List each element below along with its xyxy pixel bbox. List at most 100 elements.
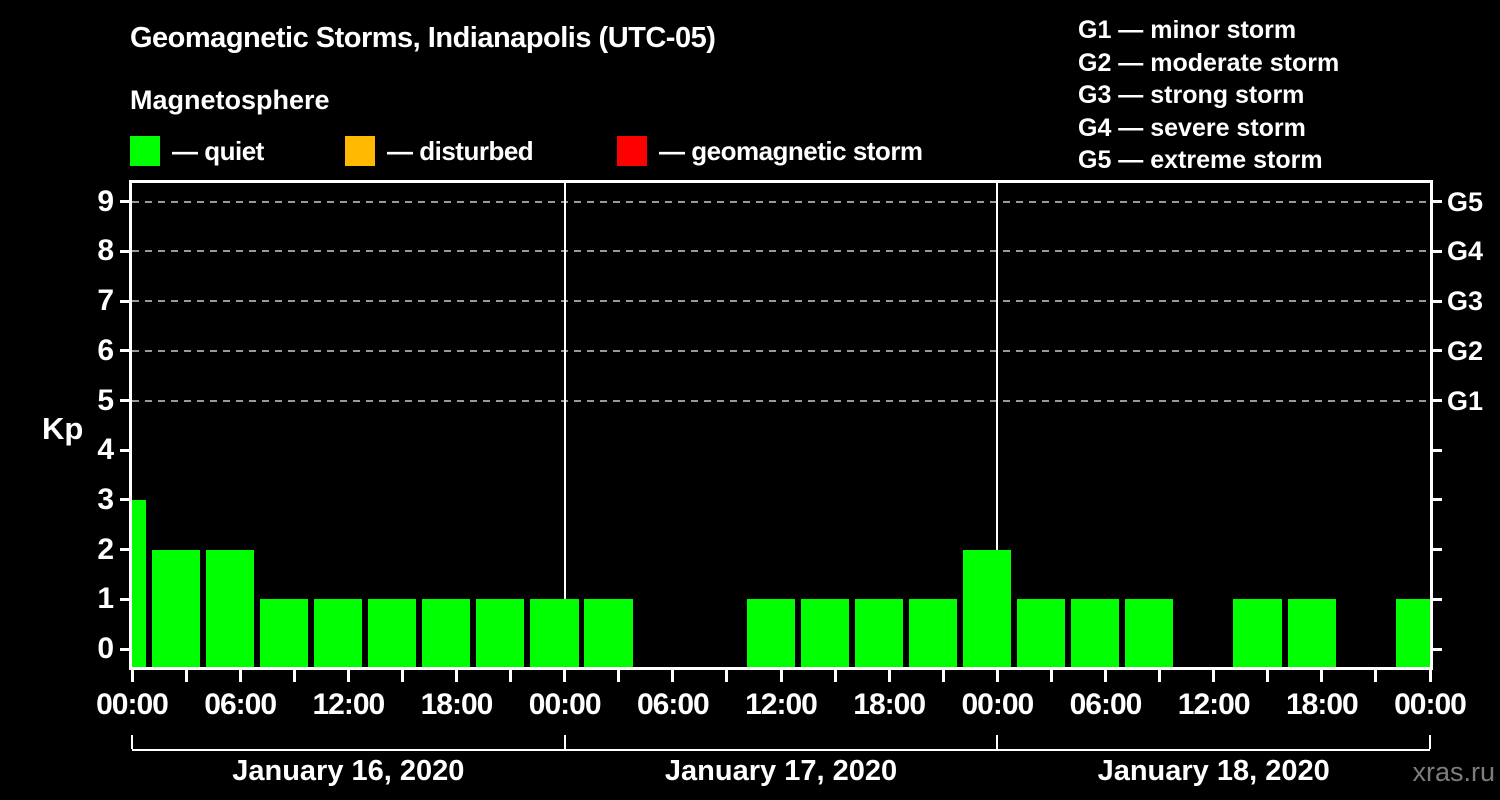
x-tick: [400, 670, 404, 682]
gridline-kp6: [132, 349, 1430, 352]
day-bracket-line: [132, 749, 1430, 751]
kp-bar-h54: [1125, 599, 1174, 667]
x-tick: [617, 670, 621, 682]
x-tick: [671, 670, 675, 682]
day-bracket-tick: [131, 735, 133, 749]
page-title: Geomagnetic Storms, Indianapolis (UTC-05…: [130, 22, 716, 54]
kp-bar-h51: [1071, 599, 1120, 667]
kp-bar-h69: [1395, 599, 1430, 667]
gridline-kp7: [132, 300, 1430, 303]
kp-bar-h6: [259, 599, 309, 667]
plot-area: [129, 180, 1433, 670]
x-tick-label: 06:00: [204, 688, 277, 721]
chart-subtitle: Magnetosphere: [130, 85, 330, 115]
x-tick: [1266, 670, 1270, 682]
x-tick: [292, 670, 296, 682]
y-tick-left: [120, 249, 129, 253]
kp-bar-h42: [908, 599, 958, 667]
y-tick-label: 6: [97, 333, 114, 367]
g-scale-legend-line: G3 — strong storm: [1078, 81, 1305, 109]
x-tick-label: 00:00: [528, 688, 602, 721]
date-label: January 18, 2020: [1097, 755, 1330, 787]
g-level-label-g5: G5: [1447, 186, 1484, 217]
y-tick-right: [1433, 647, 1442, 651]
x-tick: [1428, 670, 1432, 682]
g-scale-legend: G1 — minor storm G2 — moderate storm G3 — …: [1078, 14, 1339, 177]
watermark: xras.ru: [1412, 757, 1495, 787]
x-tick-label: 06:00: [1069, 688, 1143, 721]
kp-bar-h48: [1017, 599, 1066, 667]
day-boundary-line: [996, 183, 999, 667]
kp-bar-h21: [530, 599, 579, 667]
x-tick: [995, 670, 999, 682]
y-tick-label: 0: [97, 632, 114, 665]
kp-bar-h60: [1233, 599, 1282, 667]
kp-bar-h9: [314, 599, 363, 667]
date-label: January 17, 2020: [664, 755, 898, 787]
y-tick-label: 8: [97, 234, 114, 268]
y-tick-label: 7: [97, 284, 114, 318]
x-tick-label: 12:00: [312, 688, 385, 721]
y-tick-label: 2: [97, 532, 114, 566]
y-tick-left: [120, 200, 129, 204]
gridline-kp8: [132, 250, 1430, 253]
x-tick-label: 18:00: [853, 688, 926, 721]
x-tick: [725, 670, 729, 682]
y-axis-title: Kp: [42, 411, 84, 446]
g-level-label-g2: G2: [1447, 335, 1484, 366]
x-tick: [941, 670, 945, 682]
g-level-label-g3: G3: [1447, 286, 1484, 317]
y-tick-right: [1433, 448, 1442, 452]
x-tick: [1320, 670, 1324, 682]
y-tick-left: [120, 299, 129, 303]
x-tick: [563, 670, 567, 682]
kp-bar-h63: [1287, 599, 1336, 667]
x-tick: [779, 670, 783, 682]
kp-bar-h12: [368, 599, 417, 667]
x-tick-label: 12:00: [745, 688, 818, 721]
x-tick: [455, 670, 458, 682]
y-tick-left: [120, 597, 129, 601]
y-tick-label: 5: [97, 383, 114, 417]
x-tick-label: 00:00: [96, 688, 169, 721]
gridline-kp9: [132, 200, 1430, 203]
legend-item-storm: — geomagnetic storm: [617, 136, 923, 166]
kp-bar-h3: [205, 549, 255, 667]
y-tick-label: 4: [97, 433, 114, 467]
kp-bar-h15: [422, 599, 471, 667]
kp-bar-h0: [151, 549, 200, 667]
x-tick: [130, 670, 134, 682]
x-tick: [184, 670, 188, 682]
x-tick-label: 00:00: [961, 688, 1034, 721]
y-tick-label: 3: [97, 482, 114, 516]
kp-bar-h33: [746, 599, 795, 667]
day-bracket-tick: [563, 735, 566, 749]
x-tick-label: 06:00: [636, 688, 710, 721]
quiet-swatch-icon: [130, 136, 160, 166]
y-tick-left: [120, 399, 129, 402]
kp-bar-h-3: [132, 499, 146, 667]
y-tick-left: [120, 548, 129, 552]
day-bracket-tick: [1429, 735, 1431, 749]
y-tick-right: [1433, 200, 1442, 204]
x-tick: [238, 670, 242, 682]
y-tick-right: [1433, 399, 1442, 402]
x-tick-label: 18:00: [1285, 688, 1359, 721]
y-tick-left: [120, 448, 129, 452]
y-tick-right: [1433, 299, 1442, 303]
date-label: January 16, 2020: [232, 755, 465, 787]
day-bracket-tick: [996, 735, 999, 749]
x-tick-label: 12:00: [1177, 688, 1251, 721]
legend-label: — quiet: [172, 135, 264, 166]
x-tick-label: 18:00: [420, 688, 494, 721]
x-tick: [1104, 670, 1107, 682]
g-scale-legend-line: G2 — moderate storm: [1078, 48, 1340, 77]
g-scale-legend-line: G5 — extreme storm: [1078, 146, 1323, 174]
day-boundary-line: [563, 183, 566, 667]
kp-bar-h18: [476, 599, 525, 667]
x-tick: [833, 670, 837, 682]
x-tick: [887, 670, 891, 682]
y-tick-right: [1433, 597, 1442, 601]
gridline-kp5: [132, 399, 1430, 402]
